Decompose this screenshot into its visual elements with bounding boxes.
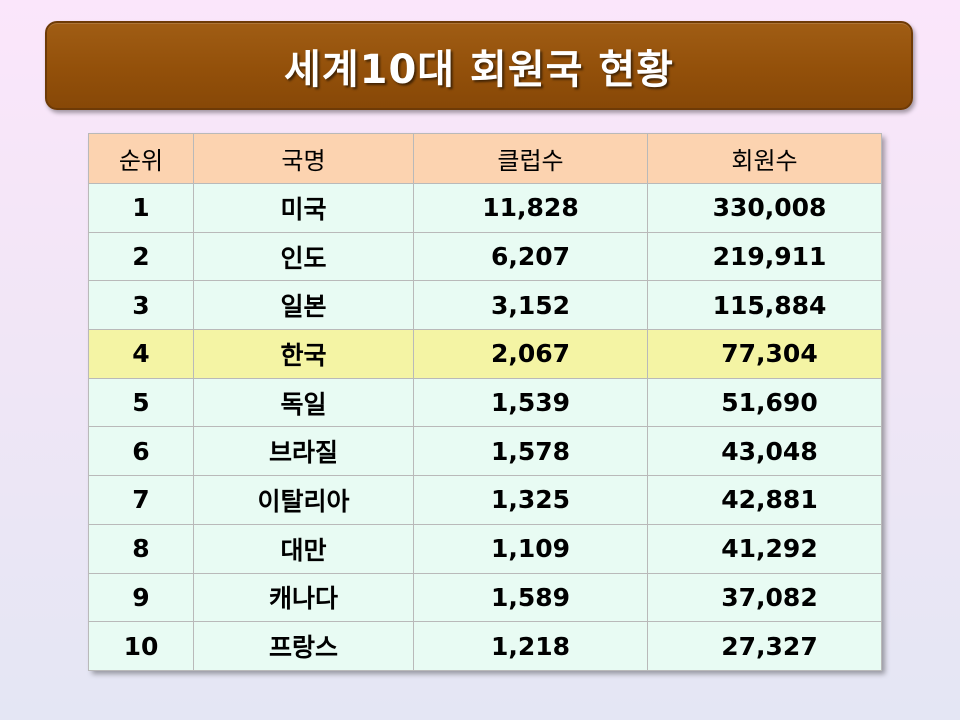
table-row: 6 브라질 1,578 43,048 [88, 426, 882, 477]
members-table-container: 순위 국명 클럽수 회원수 1 미국 11,828 330,008 2 인도 6… [88, 133, 882, 671]
members-table: 순위 국명 클럽수 회원수 1 미국 11,828 330,008 2 인도 6… [88, 133, 882, 671]
cell-rank: 4 [88, 329, 194, 379]
table-row: 7 이탈리아 1,325 42,881 [88, 475, 882, 525]
cell-country: 일본 [193, 280, 414, 331]
title-banner: 세계10대 회원국 현황 [45, 21, 913, 110]
cell-country: 한국 [193, 329, 414, 379]
cell-rank: 6 [88, 426, 194, 477]
cell-members: 37,082 [647, 572, 882, 623]
cell-clubs: 1,589 [413, 572, 648, 623]
cell-members: 27,327 [647, 621, 882, 671]
cell-members: 77,304 [647, 329, 882, 379]
cell-members: 42,881 [647, 475, 882, 525]
cell-members: 41,292 [647, 523, 882, 574]
cell-clubs: 1,578 [413, 426, 648, 477]
cell-members: 51,690 [647, 377, 882, 428]
cell-clubs: 3,152 [413, 280, 648, 331]
cell-clubs: 6,207 [413, 231, 648, 282]
table-row: 10 프랑스 1,218 27,327 [88, 621, 882, 671]
cell-clubs: 1,109 [413, 523, 648, 574]
cell-country: 캐나다 [193, 572, 414, 623]
cell-country: 이탈리아 [193, 475, 414, 525]
table-row: 3 일본 3,152 115,884 [88, 280, 882, 331]
cell-clubs: 1,325 [413, 475, 648, 525]
cell-country: 독일 [193, 377, 414, 428]
cell-rank: 7 [88, 475, 194, 525]
cell-clubs: 2,067 [413, 329, 648, 379]
cell-country: 인도 [193, 231, 414, 282]
cell-members: 219,911 [647, 231, 882, 282]
cell-rank: 5 [88, 377, 194, 428]
cell-country: 대만 [193, 523, 414, 574]
cell-members: 43,048 [647, 426, 882, 477]
cell-country: 프랑스 [193, 621, 414, 671]
header-clubs: 클럽수 [413, 133, 648, 184]
table-row: 1 미국 11,828 330,008 [88, 183, 882, 233]
cell-rank: 1 [88, 183, 194, 233]
cell-members: 330,008 [647, 183, 882, 233]
table-row: 2 인도 6,207 219,911 [88, 231, 882, 282]
cell-rank: 2 [88, 231, 194, 282]
cell-rank: 3 [88, 280, 194, 331]
cell-country: 미국 [193, 183, 414, 233]
table-row-highlighted: 4 한국 2,067 77,304 [88, 329, 882, 379]
cell-country: 브라질 [193, 426, 414, 477]
table-row: 9 캐나다 1,589 37,082 [88, 572, 882, 623]
table-header-row: 순위 국명 클럽수 회원수 [88, 133, 882, 184]
cell-rank: 9 [88, 572, 194, 623]
header-country: 국명 [193, 133, 414, 184]
header-members: 회원수 [647, 133, 882, 184]
table-row: 8 대만 1,109 41,292 [88, 523, 882, 574]
cell-clubs: 1,218 [413, 621, 648, 671]
cell-clubs: 11,828 [413, 183, 648, 233]
cell-rank: 8 [88, 523, 194, 574]
table-row: 5 독일 1,539 51,690 [88, 377, 882, 428]
cell-rank: 10 [88, 621, 194, 671]
header-rank: 순위 [88, 133, 194, 184]
cell-clubs: 1,539 [413, 377, 648, 428]
page-title: 세계10대 회원국 현황 [284, 46, 674, 93]
cell-members: 115,884 [647, 280, 882, 331]
